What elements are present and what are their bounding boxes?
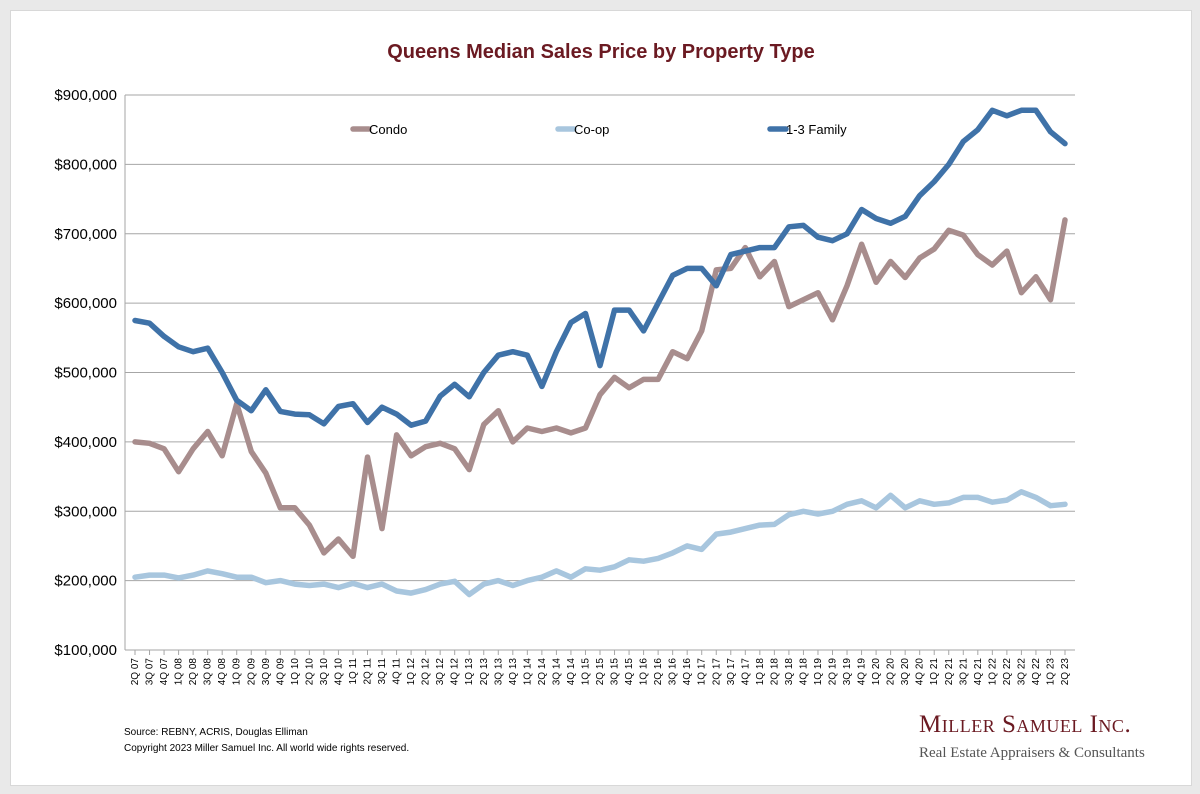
y-tick-label: $100,000 <box>54 642 117 659</box>
x-axis-ticks: 2Q 07 3Q 07 4Q 07 1Q 08 2Q 08 3Q 08 4Q 08 1Q 09… <box>130 650 1071 685</box>
x-tick-label: 4Q 09 <box>275 658 286 686</box>
y-axis-ticks: $100,000 $200,000 $300,000 $400,000 $500,000… <box>54 87 117 659</box>
x-tick-label: 3Q 09 <box>261 658 272 686</box>
x-tick-label: 3Q 13 <box>493 658 504 686</box>
legend: Condo Co-op 1-3 Family <box>350 122 847 137</box>
x-tick-label: 3Q 10 <box>319 658 330 686</box>
series-line-co-op <box>132 489 1068 598</box>
x-tick-label: 1Q 20 <box>871 658 882 686</box>
x-tick-label: 4Q 08 <box>217 658 228 686</box>
x-tick-label: 3Q 21 <box>958 658 969 686</box>
x-tick-label: 2Q 07 <box>130 658 141 686</box>
x-tick-label: 4Q 07 <box>159 658 170 686</box>
x-tick-label: 1Q 19 <box>813 658 824 686</box>
x-tick-label: 1Q 08 <box>174 658 185 686</box>
x-tick-label: 1Q 23 <box>1045 658 1056 686</box>
x-tick-label: 1Q 17 <box>697 658 708 686</box>
x-tick-label: 4Q 18 <box>798 658 809 686</box>
brand-name: Miller Samuel Inc. <box>919 711 1132 738</box>
x-tick-label: 4Q 16 <box>682 658 693 686</box>
x-tick-label: 2Q 11 <box>363 658 374 685</box>
legend-label: Condo <box>369 122 407 137</box>
x-tick-label: 4Q 15 <box>624 658 635 686</box>
x-tick-label: 1Q 09 <box>232 658 243 686</box>
line-chart: $100,000 $200,000 $300,000 $400,000 $500,000… <box>54 87 1075 685</box>
x-tick-label: 3Q 08 <box>203 658 214 686</box>
x-tick-label: 4Q 14 <box>566 658 577 686</box>
x-tick-label: 4Q 20 <box>915 658 926 686</box>
x-tick-label: 2Q 19 <box>828 658 839 686</box>
y-tick-label: $700,000 <box>54 226 117 243</box>
y-tick-label: $800,000 <box>54 156 117 173</box>
chart-title: Queens Median Sales Price by Property Ty… <box>387 41 815 63</box>
x-tick-label: 4Q 13 <box>508 658 519 686</box>
x-tick-label: 4Q 10 <box>333 658 344 686</box>
x-tick-label: 2Q 20 <box>886 658 897 686</box>
x-tick-label: 1Q 12 <box>406 658 417 686</box>
x-tick-label: 2Q 09 <box>246 658 257 686</box>
x-tick-label: 3Q 07 <box>145 658 156 686</box>
x-tick-label: 4Q 21 <box>973 658 984 686</box>
brand-tagline: Real Estate Appraisers & Consultants <box>919 745 1145 761</box>
chart-card: Queens Median Sales Price by Property Ty… <box>10 10 1192 786</box>
x-tick-label: 1Q 15 <box>580 658 591 686</box>
x-tick-label: 1Q 10 <box>290 658 301 686</box>
x-tick-label: 2Q 16 <box>653 658 664 686</box>
x-tick-label: 2Q 12 <box>421 658 432 686</box>
x-tick-label: 2Q 08 <box>188 658 199 686</box>
x-tick-label: 2Q 15 <box>595 658 606 686</box>
copyright-note: Copyright 2023 Miller Samuel Inc. All wo… <box>124 743 410 754</box>
x-tick-label: 4Q 17 <box>740 658 751 686</box>
y-tick-label: $200,000 <box>54 573 117 590</box>
x-tick-label: 4Q 11 <box>392 658 403 685</box>
series-line-1-3-family <box>132 107 1068 428</box>
x-tick-label: 3Q 17 <box>726 658 737 686</box>
x-tick-label: 2Q 17 <box>711 658 722 686</box>
x-tick-label: 1Q 22 <box>987 658 998 686</box>
grid-lines <box>124 94 1075 651</box>
x-tick-label: 1Q 14 <box>522 658 533 686</box>
series-line-condo <box>132 217 1068 560</box>
x-tick-label: 1Q 11 <box>348 658 359 685</box>
source-note: Source: REBNY, ACRIS, Douglas Elliman <box>124 727 308 738</box>
y-tick-label: $900,000 <box>54 87 117 104</box>
x-tick-label: 2Q 18 <box>769 658 780 686</box>
x-tick-label: 2Q 21 <box>944 658 955 686</box>
x-tick-label: 3Q 15 <box>610 658 621 686</box>
y-tick-label: $600,000 <box>54 295 117 312</box>
x-tick-label: 1Q 16 <box>639 658 650 686</box>
x-tick-label: 3Q 20 <box>900 658 911 686</box>
x-tick-label: 3Q 14 <box>551 658 562 686</box>
y-tick-label: $400,000 <box>54 434 117 451</box>
x-tick-label: 2Q 13 <box>479 658 490 686</box>
y-tick-label: $300,000 <box>54 503 117 520</box>
x-tick-label: 2Q 22 <box>1002 658 1013 686</box>
x-tick-label: 3Q 12 <box>435 658 446 686</box>
x-tick-label: 3Q 19 <box>842 658 853 686</box>
legend-label: Co-op <box>574 122 609 137</box>
x-tick-label: 4Q 19 <box>857 658 868 686</box>
legend-label: 1-3 Family <box>786 122 847 137</box>
x-tick-label: 3Q 16 <box>668 658 679 686</box>
x-tick-label: 3Q 11 <box>377 658 388 685</box>
x-tick-label: 4Q 12 <box>450 658 461 686</box>
x-tick-label: 3Q 22 <box>1016 658 1027 686</box>
x-tick-label: 2Q 14 <box>537 658 548 686</box>
x-tick-label: 1Q 18 <box>755 658 766 686</box>
x-tick-label: 2Q 10 <box>304 658 315 686</box>
x-tick-label: 4Q 22 <box>1031 658 1042 686</box>
x-tick-label: 3Q 18 <box>784 658 795 686</box>
x-tick-label: 1Q 21 <box>929 658 940 686</box>
series-lines <box>132 107 1068 598</box>
x-tick-label: 2Q 23 <box>1060 658 1071 686</box>
y-tick-label: $500,000 <box>54 365 117 382</box>
x-tick-label: 1Q 13 <box>464 658 475 686</box>
